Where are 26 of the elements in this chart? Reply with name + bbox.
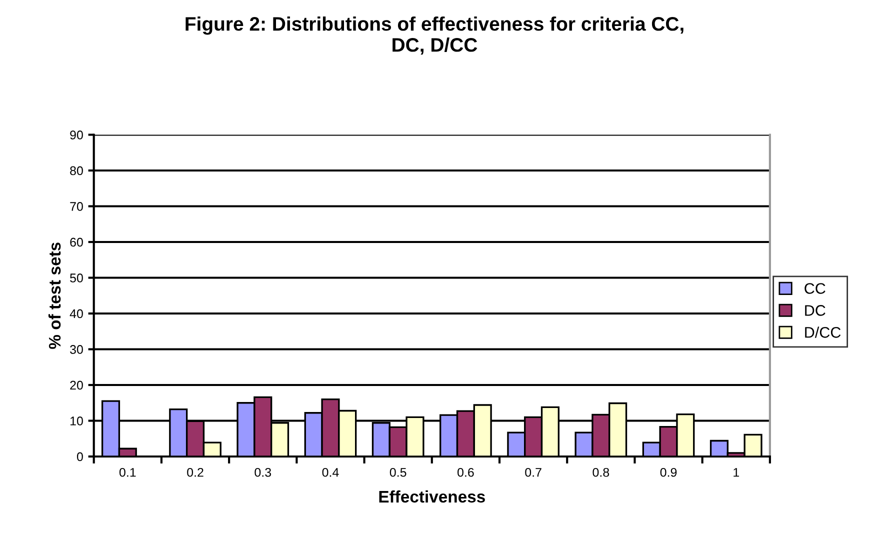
legend-label: D/CC xyxy=(805,326,841,338)
x-tick-label: 0.9 xyxy=(660,468,677,477)
x-tick-label: 0.5 xyxy=(390,468,406,477)
legend-label: DC xyxy=(805,305,826,316)
x-axis-title: Effectiveness xyxy=(379,490,485,503)
x-tick-label: 0.4 xyxy=(322,468,339,477)
x-tick-label: 0.2 xyxy=(187,468,204,477)
y-tick-label: 80 xyxy=(70,166,83,176)
x-tick-label: 0.7 xyxy=(525,468,542,477)
y-tick-label: 0 xyxy=(76,452,83,462)
y-tick-label: 60 xyxy=(70,238,83,247)
chart-title: Figure 2: Distributions of effectiveness for criteria CC, DC, D/CC xyxy=(186,16,684,55)
y-tick-label: 30 xyxy=(70,345,83,354)
y-axis-title: % of test sets xyxy=(48,242,61,349)
y-tick-label: 90 xyxy=(70,130,83,140)
x-tick-label: 0.1 xyxy=(119,468,136,477)
y-tick-label: 40 xyxy=(70,309,83,318)
x-tick-label: 0.3 xyxy=(254,468,272,477)
y-tick-label: 10 xyxy=(70,416,83,426)
y-tick-label: 70 xyxy=(70,202,83,211)
y-tick-label: 50 xyxy=(70,274,83,282)
y-tick-label: 20 xyxy=(70,380,83,390)
x-tick-label: 0.6 xyxy=(458,468,474,477)
x-tick-label: 0.8 xyxy=(592,468,610,477)
legend-label: CC xyxy=(804,283,826,294)
x-tick-label: 1 xyxy=(734,468,739,477)
